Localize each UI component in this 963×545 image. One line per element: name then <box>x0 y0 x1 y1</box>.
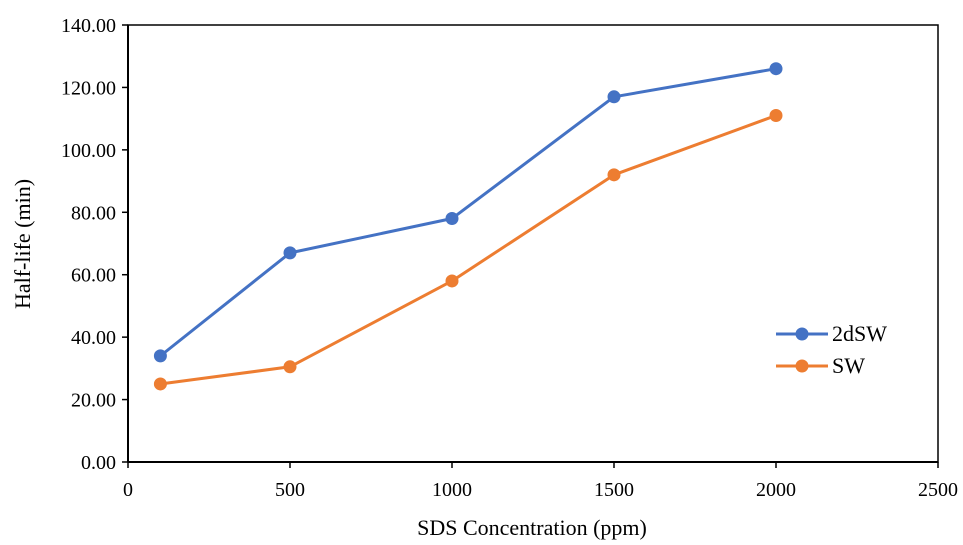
data-point-2dsw <box>445 212 459 226</box>
series-line-sw <box>160 114 777 386</box>
x-tick-label: 2500 <box>918 479 958 501</box>
y-tick-label: 80.00 <box>71 202 116 224</box>
data-point-2dsw <box>769 62 783 76</box>
y-tick-label: 140.00 <box>61 15 116 37</box>
y-tick-label: 40.00 <box>71 327 116 349</box>
legend-swatch-marker <box>795 359 809 373</box>
x-axis-title: SDS Concentration (ppm) <box>417 515 647 540</box>
x-tick-label: 1500 <box>594 479 634 501</box>
legend: 2dSW SW <box>776 321 887 378</box>
legend-label: 2dSW <box>832 321 887 346</box>
x-tick-label: 1000 <box>432 479 472 501</box>
data-point-2dsw <box>153 349 167 363</box>
data-point-sw <box>445 274 459 288</box>
x-tick-label: 0 <box>123 479 133 501</box>
series-line-2dsw <box>159 67 777 358</box>
series-2dsw <box>153 62 783 363</box>
data-point-sw <box>283 360 297 374</box>
legend-swatch-marker <box>795 327 809 341</box>
x-tick-label: 500 <box>275 479 305 501</box>
y-tick-label: 100.00 <box>61 140 116 162</box>
data-point-sw <box>769 109 783 123</box>
y-tick-label: 120.00 <box>61 77 116 99</box>
data-point-sw <box>607 168 621 182</box>
data-point-sw <box>153 377 167 391</box>
y-tick-label: 20.00 <box>71 390 116 412</box>
series-sw <box>153 109 783 391</box>
legend-label: SW <box>832 353 865 378</box>
legend-item-sw: SW <box>776 353 865 378</box>
data-point-2dsw <box>607 90 621 104</box>
y-tick-label: 60.00 <box>71 265 116 287</box>
axes <box>122 24 939 468</box>
y-tick-label: 0.00 <box>81 452 116 474</box>
legend-item-2dsw: 2dSW <box>776 321 887 346</box>
tick-labels: 0.00 20.00 40.00 60.00 80.00 100.00 120.00 140.… <box>61 15 958 501</box>
series-group <box>153 62 783 391</box>
x-tick-label: 2000 <box>756 479 796 501</box>
plot-frame <box>127 24 939 463</box>
data-point-2dsw <box>283 246 297 260</box>
y-axis-title: Half-life (min) <box>10 179 35 309</box>
